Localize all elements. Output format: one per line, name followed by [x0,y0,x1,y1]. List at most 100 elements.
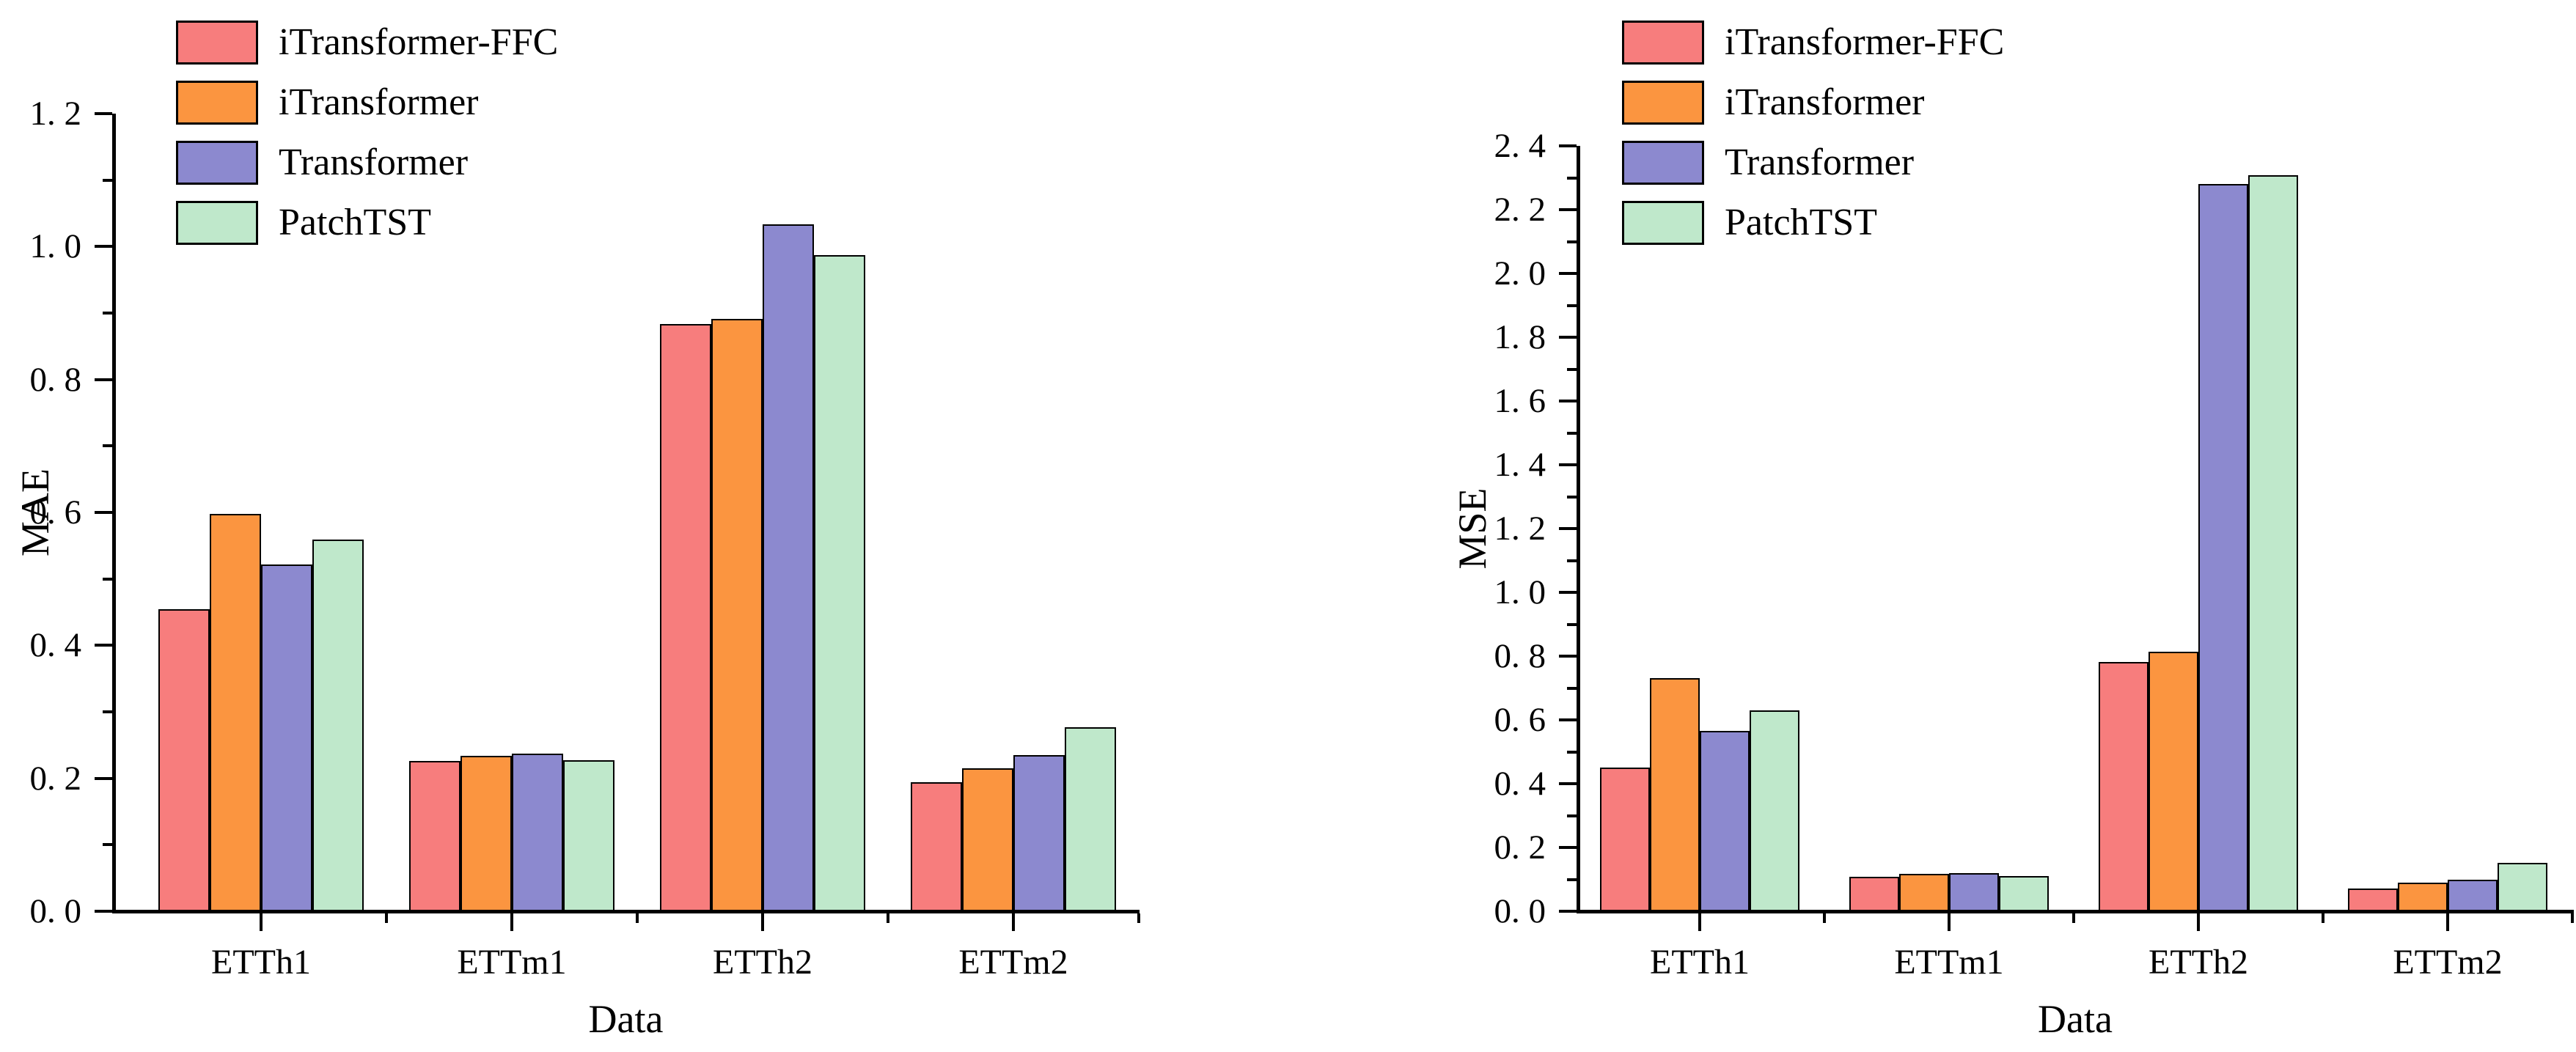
y-minor-tick [1567,367,1577,371]
y-tick-label: 0. 8 [1494,637,1546,675]
bar-transformer-ettm2 [1013,754,1065,911]
y-minor-tick [103,577,112,581]
y-major-tick [1559,910,1577,913]
bar-itransformer-ffc-ettm1 [1849,876,1899,911]
legend-swatch-transformer [176,141,258,185]
bar-patchtst-ettm2 [1065,727,1116,911]
legend-label-itransformer-ffc: iTransformer-FFC [279,21,559,63]
category-label-ettm2: ETTm2 [958,943,1068,982]
y-axis-spine [1577,146,1580,913]
y-minor-tick [1567,750,1577,754]
bar-transformer-etth1 [1700,730,1750,911]
legend-swatch-itransformer [176,81,258,125]
x-minor-tick [636,913,639,923]
x-minor-tick [1137,913,1140,923]
category-label-etth1: ETTh1 [1650,943,1750,982]
legend-label-itransformer: iTransformer [279,81,479,123]
bar-patchtst-ettm1 [563,760,614,911]
x-axis-spine [112,910,1140,913]
y-tick-label: 0. 2 [1494,828,1546,867]
y-minor-tick [1567,495,1577,499]
bar-patchtst-etth1 [1750,710,1799,911]
x-minor-tick [385,913,388,923]
bar-itransformer-etth2 [711,319,763,911]
legend-label-transformer: Transformer [1725,141,1915,183]
bar-patchtst-etth2 [2248,174,2298,911]
y-minor-tick [1567,240,1577,243]
y-minor-tick [1567,622,1577,626]
y-tick-label: 1. 2 [29,95,82,133]
y-major-tick [1559,336,1577,339]
legend-label-itransformer: iTransformer [1725,81,1925,123]
y-minor-tick [103,444,112,448]
category-label-etth1: ETTh1 [211,943,311,982]
x-minor-tick [2322,913,2324,923]
y-major-tick [95,245,112,249]
y-tick-label: 2. 4 [1494,127,1546,165]
y-major-tick [1559,144,1577,147]
bar-patchtst-etth2 [814,255,865,911]
legend-label-patchtst: PatchTST [279,202,431,243]
x-major-tick [761,913,764,931]
bar-itransformer-etth2 [2148,652,2198,911]
y-minor-tick [103,843,112,847]
bar-transformer-ettm1 [512,754,563,911]
category-label-ettm1: ETTm1 [1894,943,2004,982]
bar-itransformer-ffc-etth2 [660,324,711,911]
x-major-tick [260,913,263,931]
y-minor-tick [1567,814,1577,817]
y-minor-tick [1567,878,1577,881]
y-minor-tick [103,710,112,713]
y-minor-tick [103,178,112,182]
y-tick-label: 0. 2 [29,759,82,798]
bar-itransformer-ettm1 [1899,873,1949,911]
y-axis-spine [112,114,116,913]
y-major-tick [95,776,112,780]
bar-itransformer-ffc-etth2 [2099,662,2148,911]
legend-swatch-patchtst [1622,201,1704,245]
y-tick-label: 0. 0 [1494,892,1546,930]
x-major-tick [1948,913,1951,931]
legend-label-patchtst: PatchTST [1725,202,1877,243]
legend-swatch-patchtst [176,201,258,245]
y-major-tick [1559,591,1577,594]
bar-itransformer-ffc-ettm2 [911,782,962,911]
y-tick-label: 1. 0 [29,227,82,266]
bar-patchtst-ettm1 [1999,876,2049,911]
x-axis-spine [1577,910,2574,913]
y-tick-label: 0. 8 [29,360,82,399]
y-major-tick [1559,463,1577,466]
legend-label-transformer: Transformer [279,141,469,183]
bar-transformer-etth1 [261,564,312,911]
y-tick-label: 1. 2 [1494,510,1546,548]
y-major-tick [1559,208,1577,211]
bar-transformer-etth2 [2198,183,2248,911]
bar-itransformer-etth1 [1650,678,1700,911]
y-major-tick [95,112,112,115]
category-label-ettm2: ETTm2 [2393,943,2503,982]
bar-itransformer-ffc-ettm1 [409,761,460,911]
bar-transformer-etth2 [763,224,814,911]
y-minor-tick [103,312,112,315]
y-major-tick [1559,527,1577,530]
x-major-tick [1698,913,1701,931]
bar-itransformer-ffc-ettm2 [2348,888,2398,911]
x-major-tick [2197,913,2200,931]
y-minor-tick [1567,431,1577,435]
y-minor-tick [1567,686,1577,690]
y-major-tick [95,910,112,913]
bar-itransformer-ettm2 [962,768,1013,911]
mae-x-axis-title: Data [588,997,664,1041]
y-tick-label: 1. 8 [1494,318,1546,356]
y-major-tick [95,511,112,514]
y-tick-label: 1. 4 [1494,446,1546,484]
bar-itransformer-ffc-etth1 [1600,767,1650,911]
y-minor-tick [1567,176,1577,180]
y-tick-label: 0. 6 [1494,701,1546,739]
bar-itransformer-etth1 [210,513,261,911]
legend-swatch-transformer [1622,141,1704,185]
bar-itransformer-ettm2 [2398,882,2448,911]
